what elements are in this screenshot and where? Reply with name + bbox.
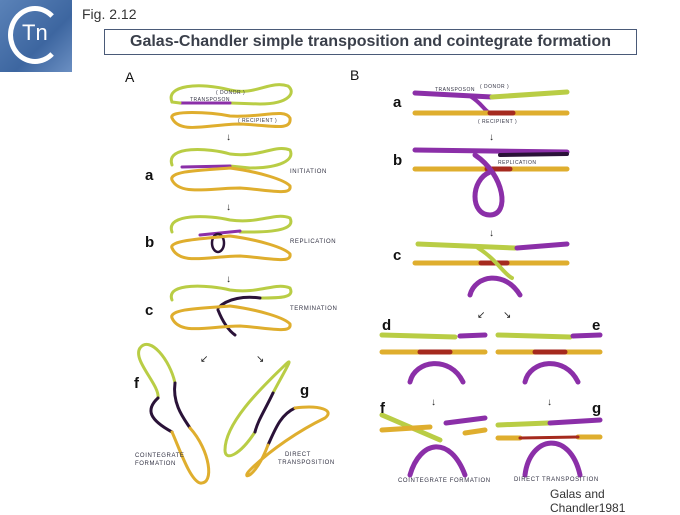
arrow-down-icon: ↓ bbox=[226, 132, 231, 143]
arrow-down-right-icon: ↘ bbox=[503, 310, 511, 321]
logo-text: Tn bbox=[22, 20, 48, 45]
arrow-down-icon: ↓ bbox=[226, 274, 231, 285]
b-recipient-label: ( RECIPIENT ) bbox=[478, 119, 517, 125]
panel-a-step-c bbox=[169, 284, 293, 337]
donor-label: ( DONOR ) bbox=[216, 90, 245, 96]
b-transposon-label: TRANSPOSON bbox=[435, 87, 475, 93]
panel-a-label: A bbox=[125, 69, 135, 85]
b-replication-label: REPLICATION bbox=[498, 160, 536, 166]
arrow-down-left-icon: ↙ bbox=[477, 310, 485, 321]
cointegrate-label-2: FORMATION bbox=[135, 461, 176, 467]
b-cointegrate-label: COINTEGRATE FORMATION bbox=[398, 478, 491, 484]
arrow-down-icon: ↓ bbox=[226, 202, 231, 213]
step-b-label: b bbox=[145, 234, 154, 251]
initiation-label: INITIATION bbox=[290, 169, 327, 175]
b-step-g-label: g bbox=[592, 400, 601, 417]
figure-number: Fig. 2.12 bbox=[82, 6, 137, 22]
panel-b-step-a: TRANSPOSON ( DONOR ) ( RECIPIENT ) bbox=[412, 84, 570, 125]
arrow-down-right-icon: ↘ bbox=[256, 354, 264, 365]
panel-a-step-f bbox=[137, 343, 211, 485]
transposon-label: TRANSPOSON bbox=[190, 97, 230, 103]
b-direct-label: DIRECT TRANSPOSITION bbox=[514, 477, 599, 483]
step-f-label: f bbox=[134, 375, 140, 392]
arrow-down-left-icon: ↙ bbox=[200, 354, 208, 365]
b-step-b-label: b bbox=[393, 152, 402, 169]
panel-b-step-b: REPLICATION bbox=[412, 147, 570, 218]
b-step-c-label: c bbox=[393, 247, 401, 264]
arrow-down-icon: ↓ bbox=[489, 132, 494, 143]
slide-title: Galas-Chandler simple transposition and … bbox=[104, 29, 637, 55]
b-step-a-label: a bbox=[393, 94, 402, 111]
panel-a-initial: ( DONOR ) TRANSPOSON ( RECIPIENT ) bbox=[169, 83, 293, 129]
panel-a-step-b bbox=[169, 214, 293, 262]
direct-label-1: DIRECT bbox=[285, 452, 311, 458]
step-g-label: g bbox=[300, 382, 309, 399]
replication-label: REPLICATION bbox=[290, 239, 336, 245]
panel-b-step-e bbox=[495, 332, 603, 385]
panel-b-step-f bbox=[379, 412, 488, 478]
panel-b-step-g bbox=[495, 417, 603, 478]
recipient-label: ( RECIPIENT ) bbox=[238, 118, 277, 124]
panel-b-label: B bbox=[350, 67, 359, 83]
b-step-f-label: f bbox=[380, 400, 386, 417]
logo-ring bbox=[8, 6, 62, 64]
panel-a-step-a bbox=[169, 147, 293, 194]
panel-b-step-c bbox=[412, 241, 570, 298]
panel-a-step-g bbox=[223, 360, 330, 478]
b-step-e-label: e bbox=[592, 317, 600, 334]
cointegrate-label-1: COINTEGRATE bbox=[135, 453, 185, 459]
step-c-label: c bbox=[145, 302, 153, 319]
citation: Galas and Chandler1981 bbox=[550, 487, 626, 515]
arrow-down-icon: ↓ bbox=[431, 397, 436, 408]
direct-label-2: TRANSPOSITION bbox=[278, 460, 335, 466]
b-donor-label: ( DONOR ) bbox=[480, 84, 509, 90]
arrow-down-icon: ↓ bbox=[489, 228, 494, 239]
b-step-d-label: d bbox=[382, 317, 391, 334]
arrow-down-icon: ↓ bbox=[547, 397, 552, 408]
logo: Tn bbox=[0, 0, 72, 72]
panel-b-step-d bbox=[379, 332, 488, 385]
step-a-label: a bbox=[145, 167, 154, 184]
termination-label: TERMINATION bbox=[290, 306, 338, 312]
